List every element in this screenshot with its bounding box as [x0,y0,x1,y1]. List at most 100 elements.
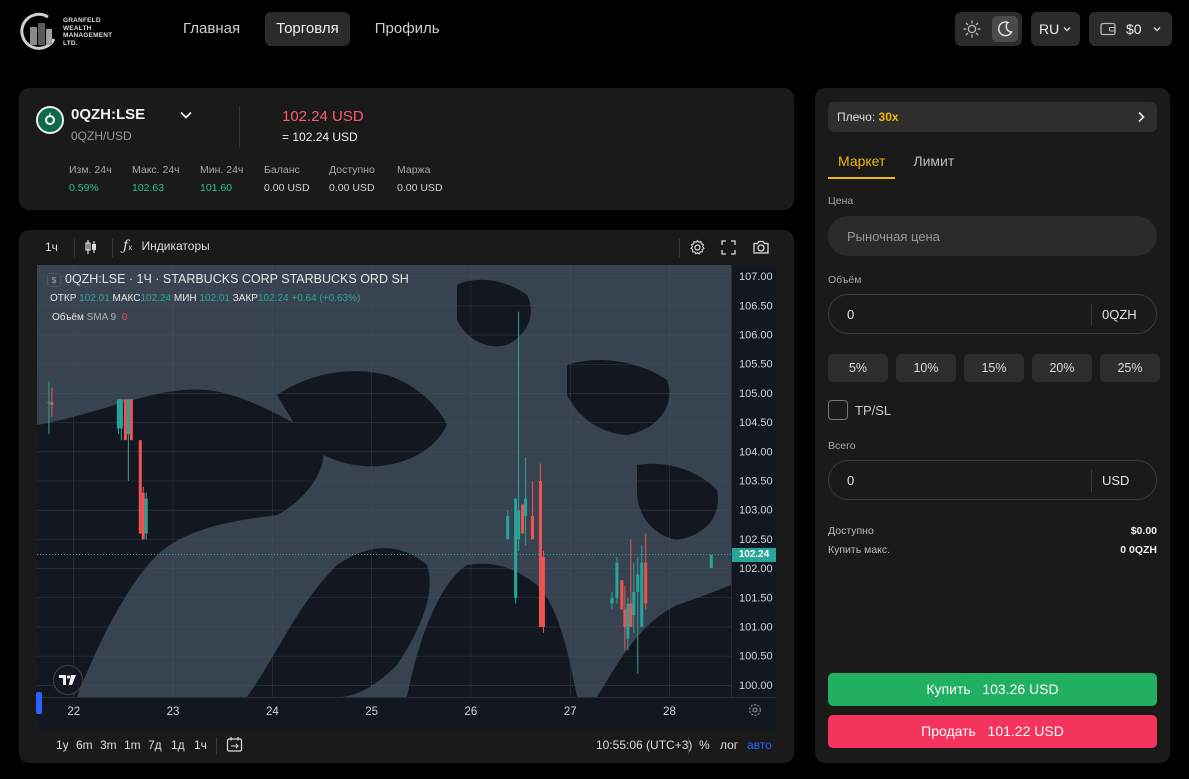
candle-body [517,510,521,540]
company-logo[interactable]: GRANFELD WEALTH MANAGEMENT LTD. [18,9,128,53]
x-tick-label: 22 [67,706,80,718]
candle-body [709,554,713,568]
percent-15-button[interactable]: 15% [964,354,1024,382]
candle-body [116,399,120,429]
auto-scale-toggle[interactable]: авто [747,738,772,752]
buy-button[interactable]: Купить 103.26 USD [828,673,1157,706]
screenshot-button[interactable] [752,239,770,258]
candle-body [138,440,142,534]
leverage-selector[interactable]: Плечо: 30x [828,102,1157,132]
wallet-dropdown[interactable]: $0 [1089,12,1172,46]
percent-5-button[interactable]: 5% [828,354,888,382]
tradingview-icon [59,675,76,685]
timeframe-7d[interactable]: 7д [148,738,162,752]
fullscreen-icon [721,240,736,255]
x-tick-label: 27 [564,706,577,718]
candle-body [615,562,619,598]
low-label: МИН [173,293,197,304]
logo-emblem-icon [20,12,56,50]
candles-icon [85,240,96,254]
light-theme-button[interactable] [959,16,985,42]
interval-select[interactable]: 1ч [45,240,58,254]
candle-type-button[interactable] [84,239,98,258]
candle-body [610,597,614,604]
price-field[interactable]: Рыночная цена [828,216,1157,256]
chart-time: 10:55:06 (UTC+3) [596,738,693,752]
order-type-tabs: Маркет Лимит [828,148,964,179]
timeframe-1m[interactable]: 1m [124,738,141,752]
chart-settings-button[interactable] [689,239,706,259]
chart-scroll-handle[interactable] [36,692,42,714]
date-range-button[interactable] [226,736,243,756]
y-tick-label: 101.00 [739,621,773,633]
candle-body [626,603,630,639]
close-value: 102.24 [257,293,289,304]
indicators-button[interactable]: ƒx Индикаторы [123,238,210,254]
candle-body [126,399,130,435]
open-label: ОТКР [50,293,77,304]
theme-switch [955,12,1022,46]
toolbar-divider [688,737,689,755]
stat-value: 0.00 USD [264,182,310,194]
percent-buttons: 5% 10% 15% 20% 25% [828,354,1160,382]
nav-home[interactable]: Главная [183,20,241,37]
available-label: Доступно [828,525,874,537]
y-tick-label: 106.50 [739,300,773,312]
axis-settings-button[interactable] [748,703,762,722]
percent-25-button[interactable]: 25% [1100,354,1160,382]
volume-label: Объём [52,312,84,323]
stat-value: 0.00 USD [329,182,375,194]
stat-value: 101.60 [200,182,233,194]
language-select[interactable]: RU [1031,12,1080,46]
open-value: 102.01 [79,293,110,304]
toolbar-divider [112,239,113,257]
instrument-pair: 0QZH/USD [71,129,132,143]
total-input[interactable]: 0 USD [828,460,1157,500]
logo-line-2: WEALTH [63,24,92,32]
timeframe-6m[interactable]: 6m [76,738,93,752]
fullscreen-button[interactable] [721,240,736,258]
percent-10-button[interactable]: 10% [896,354,956,382]
y-tick-label: 104.00 [739,446,773,458]
calendar-range-icon [226,737,243,752]
price-placeholder: Рыночная цена [847,229,940,244]
nav-trading[interactable]: Торговля [265,12,350,46]
candle-body [623,609,627,627]
total-unit: USD [1102,473,1130,488]
instrument-select-button[interactable] [179,108,193,127]
timeframe-1h[interactable]: 1ч [194,738,207,752]
logo-line-3: MANAGEMENT [63,32,113,39]
leverage-label: Плечо: [837,110,876,124]
x-tick-label: 25 [365,706,378,718]
dark-theme-button[interactable] [992,16,1018,42]
total-label: Всего [828,440,856,452]
timeframe-1d[interactable]: 1д [171,738,185,752]
price-chart[interactable]: 107.00 106.50 106.00 105.50 105.00 104.50 104.… [37,265,776,729]
tpsl-checkbox[interactable] [828,400,848,420]
tab-limit[interactable]: Лимит [913,153,955,169]
info-divider [239,106,240,148]
tradingview-logo[interactable] [53,665,83,695]
stat-label: Мин. 24ч [200,164,244,176]
candle-body [620,580,624,610]
volume-legend[interactable]: Объём SMA 9 0 [52,312,127,323]
price-chart-svg[interactable]: 107.00 106.50 106.00 105.50 105.00 104.50 104.… [37,265,776,729]
y-tick-label: 102.00 [739,563,773,575]
timeframe-3m[interactable]: 3m [100,738,117,752]
percent-20-button[interactable]: 20% [1032,354,1092,382]
percent-scale-toggle[interactable]: % [699,738,710,752]
x-tick-label: 26 [465,706,478,718]
tab-market[interactable]: Маркет [828,148,896,179]
logo-text: GRANFELD WEALTH MANAGEMENT LTD. [63,17,112,47]
high-label: МАКС [112,293,141,304]
timeframe-1y[interactable]: 1y [56,738,69,752]
tpsl-toggle[interactable]: TP/SL [828,400,891,420]
volume-input[interactable]: 0 0QZH [828,294,1157,334]
wallet-icon [1100,22,1116,36]
candle-body [531,516,535,540]
log-scale-toggle[interactable]: лог [720,738,739,752]
sell-button[interactable]: Продать 101.22 USD [828,715,1157,748]
y-tick-label: 103.50 [739,476,773,488]
instrument-stats: Изм. 24ч 0.59% Макс. 24ч 102.63 Мин. 24ч… [69,164,467,194]
nav-profile[interactable]: Профиль [374,20,440,37]
